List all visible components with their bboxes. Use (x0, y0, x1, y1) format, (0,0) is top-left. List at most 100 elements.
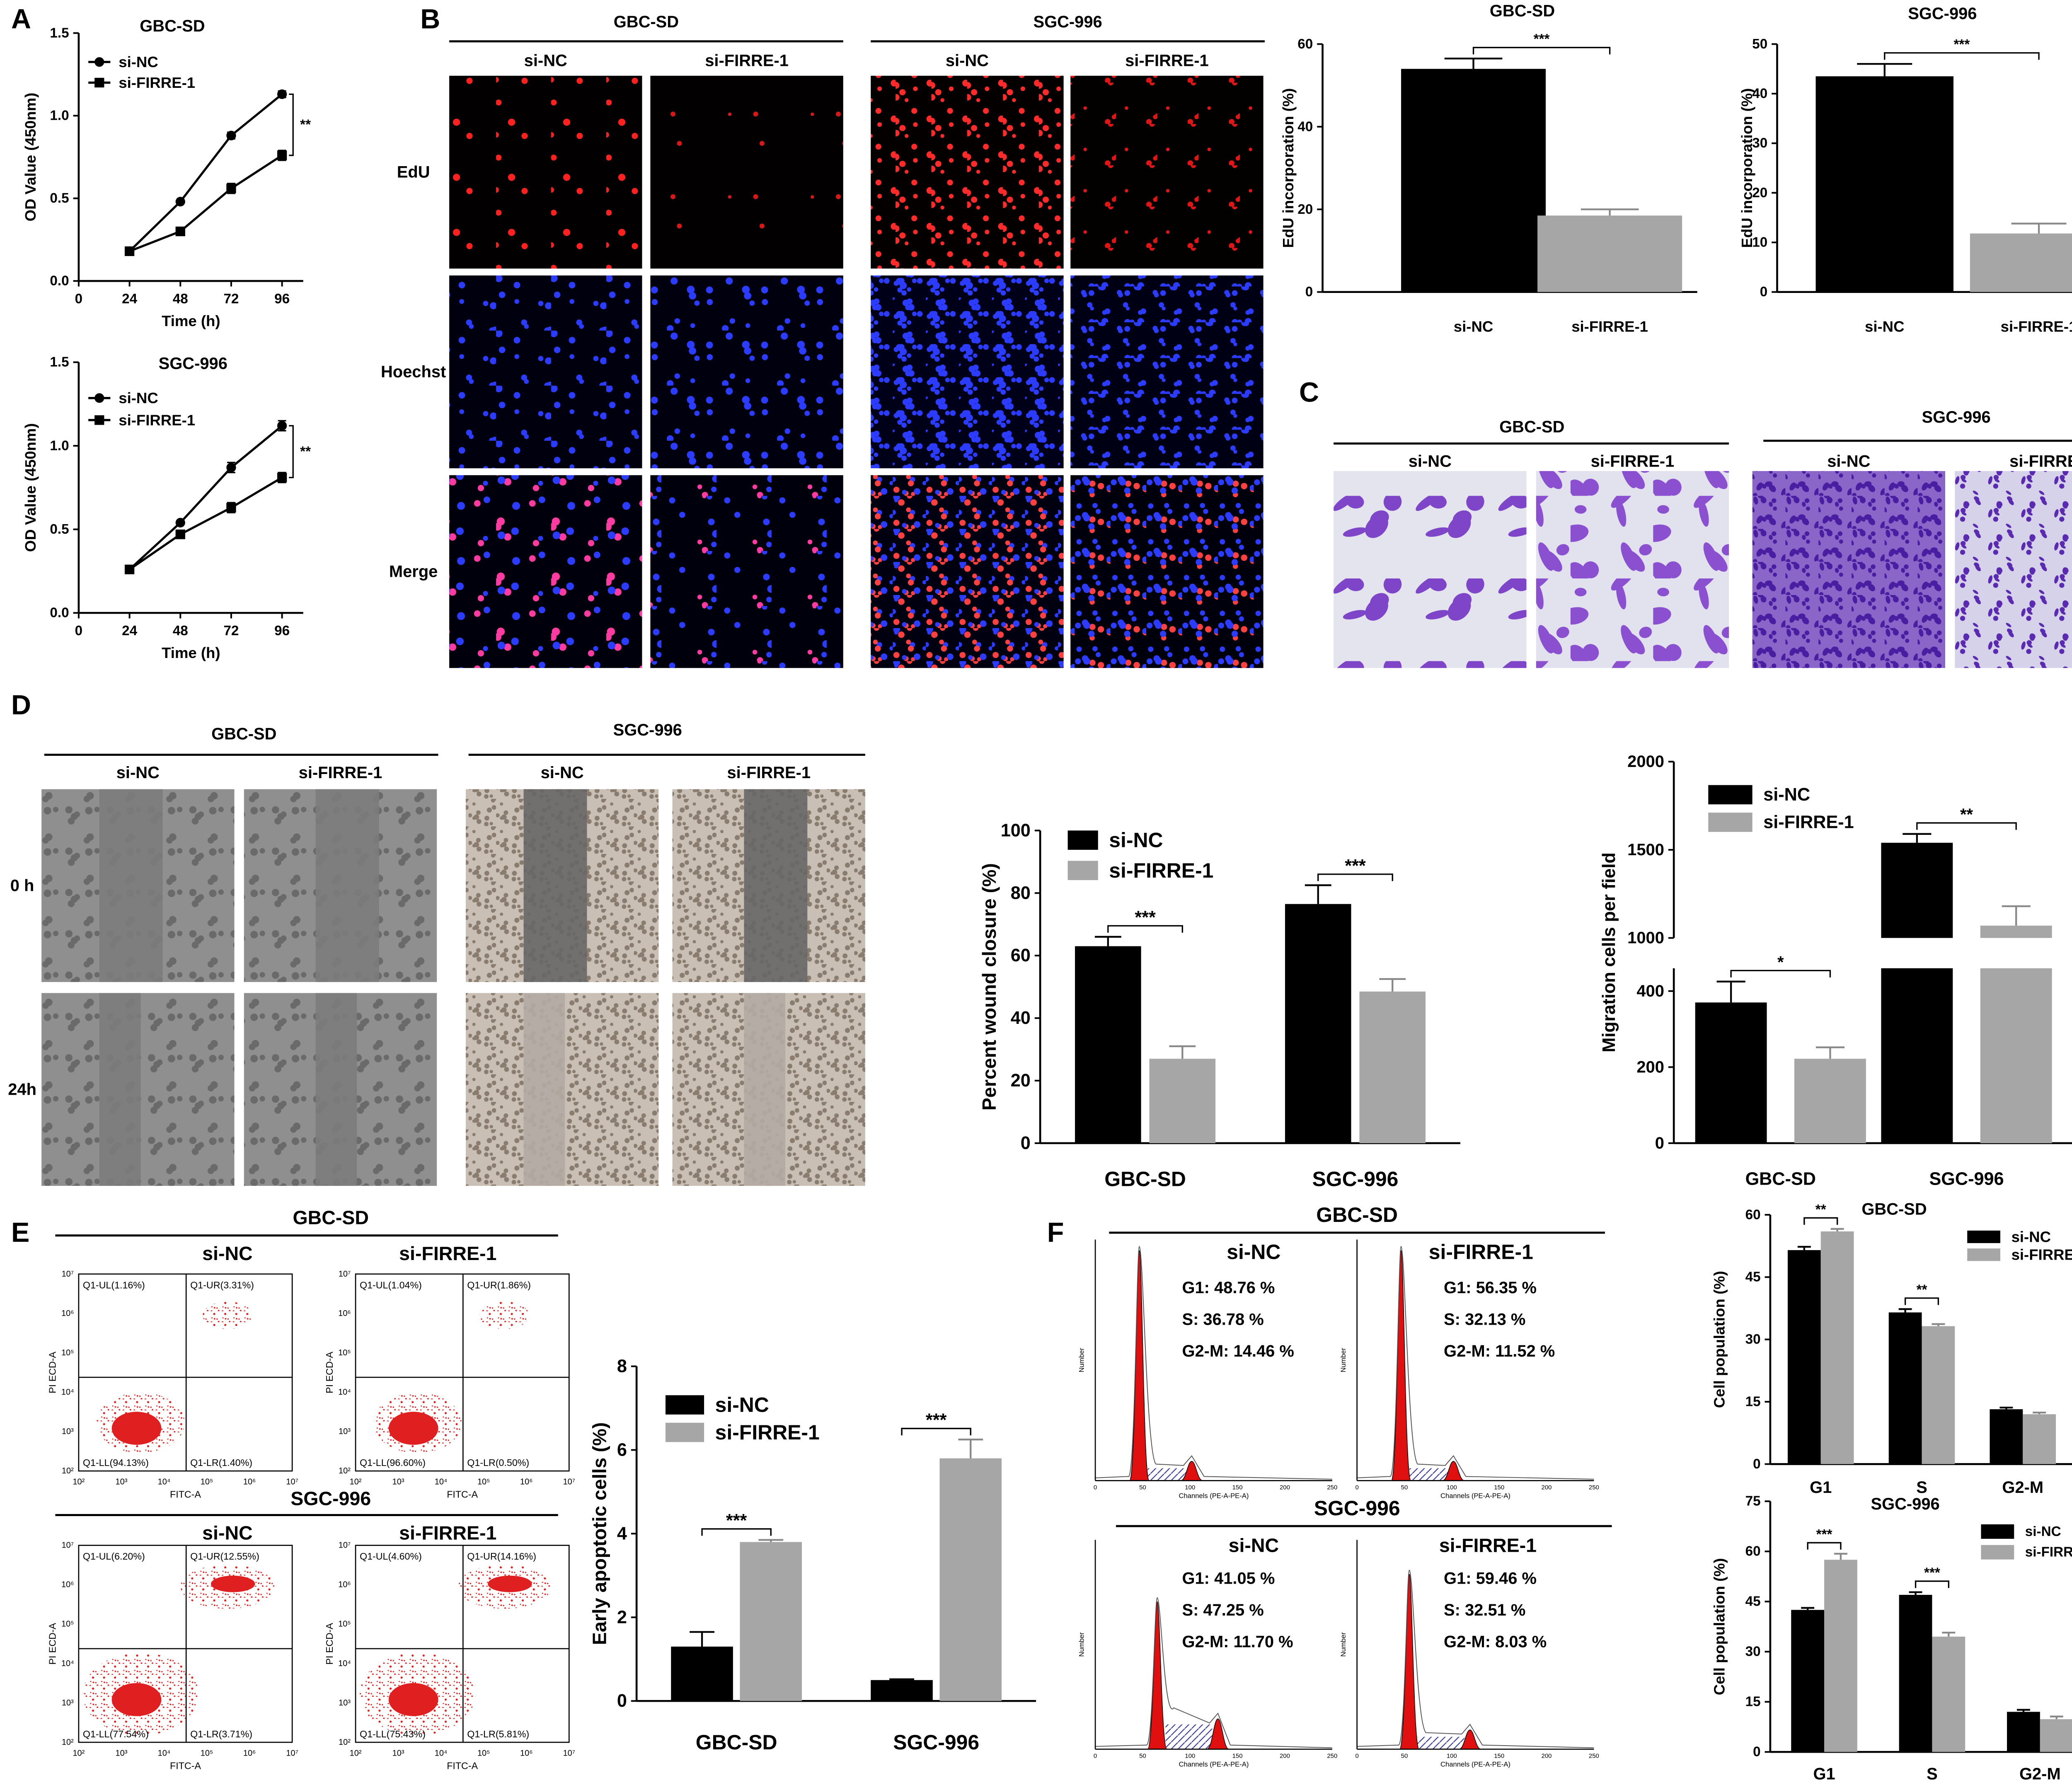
y-tick-label: 10⁵ (338, 1348, 351, 1357)
x-tick-label: 10⁷ (563, 1478, 575, 1487)
marker (175, 226, 185, 237)
hist-g2-peak (1442, 1461, 1465, 1481)
hist-s-phase (1165, 1724, 1213, 1749)
legend-swatch (1067, 861, 1098, 880)
y-axis-label: PI ECD-A (47, 1352, 58, 1393)
bar-segment (1932, 1636, 1965, 1752)
bar-segment (1285, 904, 1351, 1143)
x-tick-label: 24 (122, 623, 137, 639)
quadrant-label: Q1-UR(12.55%) (190, 1551, 259, 1562)
marker (94, 415, 104, 425)
panel-label: E (11, 1217, 29, 1248)
phase-label: G1: 41.05 % (1182, 1569, 1275, 1587)
bar-segment (671, 1646, 733, 1701)
error-bar (2011, 223, 2067, 234)
x-tick-label: 10⁶ (520, 1749, 533, 1758)
y-tick-label: 50 (1752, 36, 1767, 52)
micrograph (1955, 471, 2072, 668)
significance-label: *** (1816, 1527, 1832, 1542)
column-label: si-NC (116, 764, 160, 782)
y-tick-label: 30 (1752, 135, 1767, 151)
column-label: si-FIRRE-1 (1429, 1241, 1533, 1264)
y-tick-label: 40 (1011, 1008, 1031, 1028)
x-tick-label: 50 (1139, 1484, 1146, 1491)
x-tick-label: 100 (1447, 1484, 1457, 1491)
hist-outline (1357, 1246, 1594, 1480)
legend-swatch (1967, 1248, 2000, 1261)
legend-swatch (1067, 830, 1098, 850)
column-label: si-FIRRE-1 (1591, 452, 1675, 471)
legend-label: si-NC (2025, 1524, 2061, 1539)
bar-segment (2007, 1712, 2040, 1752)
x-tick-label: si-NC (1865, 318, 1904, 335)
group-header: SGC-996 (1922, 408, 1991, 426)
x-axis-label: Channels (PE-A-PE-A) (1179, 1761, 1249, 1768)
y-tick-label: 10³ (339, 1427, 351, 1436)
x-tick-label: 0 (75, 291, 82, 307)
x-tick-label: 200 (1280, 1484, 1290, 1491)
y-tick-label: 40 (1297, 119, 1313, 134)
y-tick-label: 2 (617, 1607, 627, 1627)
error-bar (1834, 1553, 1847, 1560)
x-tick-label: 50 (1401, 1753, 1408, 1760)
bar-segment (871, 1680, 933, 1701)
x-tick-label: 250 (1589, 1484, 1599, 1491)
marker (226, 131, 236, 140)
y-tick-label: 45 (1745, 1594, 1761, 1609)
significance-label: ** (1960, 805, 1973, 824)
y-tick-label: 0.0 (50, 273, 69, 289)
marker (277, 472, 287, 483)
y-axis-label: PI ECD-A (47, 1623, 58, 1664)
y-tick-label: 1.0 (50, 108, 69, 123)
bar-segment (1815, 76, 1953, 292)
error-bar (758, 1539, 784, 1542)
y-tick-label: 20 (1011, 1071, 1031, 1091)
phase-label: G1: 48.76 % (1182, 1279, 1275, 1297)
error-bar (1830, 1228, 1844, 1231)
y-tick-label: 0 (1753, 1456, 1760, 1472)
hist-g1-peak (1129, 1250, 1150, 1481)
bar (939, 1458, 1002, 1701)
y-tick-label: 0.0 (50, 605, 69, 621)
x-tick-label: 10⁵ (201, 1749, 213, 1758)
error-bar (1999, 1406, 2013, 1410)
x-tick-label: 10⁶ (243, 1749, 256, 1758)
phase-label: G2-M: 11.70 % (1182, 1633, 1293, 1651)
column-label: si-NC (1227, 1241, 1280, 1264)
y-axis-label: Cell population (%) (1711, 1558, 1728, 1695)
significance-label: *** (1924, 1565, 1940, 1581)
phase-label: S: 36.78 % (1182, 1310, 1264, 1328)
bar-segment (740, 1542, 802, 1701)
column-label: si-NC (202, 1522, 252, 1544)
bar-segment (1888, 1312, 1922, 1464)
column-label: si-FIRRE-1 (399, 1522, 496, 1544)
x-tick-label: 10⁴ (158, 1478, 171, 1487)
y-tick-label: 0.5 (50, 522, 69, 537)
x-axis-label: FITC-A (170, 1489, 201, 1500)
bar (1359, 992, 1426, 1143)
x-tick-label: 10⁵ (477, 1749, 490, 1758)
bar-segment (1820, 1231, 1854, 1464)
row-label: EdU (397, 163, 430, 181)
group-header: GBC-SD (1316, 1203, 1398, 1226)
y-axis-label: Number (1077, 1348, 1085, 1373)
bar (1820, 1231, 1854, 1464)
error-bar (2033, 1411, 2046, 1415)
bar (1824, 1560, 1857, 1752)
hist-s-phase (1147, 1468, 1186, 1481)
bar-segment (1401, 69, 1546, 292)
legend-label: si-NC (1109, 829, 1163, 852)
cell-cloud-core (488, 1575, 532, 1592)
y-tick-label: 10⁵ (338, 1620, 351, 1629)
y-tick-label: 10² (62, 1738, 74, 1747)
y-tick-label: 30 (1745, 1644, 1761, 1659)
y-tick-label: 0 (1753, 1744, 1760, 1760)
x-tick-label: 250 (1327, 1753, 1337, 1760)
y-tick-label: 15 (1745, 1694, 1761, 1710)
error-bar (1581, 208, 1639, 216)
y-tick-label: 10⁷ (339, 1270, 351, 1279)
x-tick-label: S (1916, 1478, 1927, 1497)
quadrant-label: Q1-LL(75.43%) (360, 1729, 426, 1739)
x-tick-label: 150 (1232, 1484, 1243, 1491)
